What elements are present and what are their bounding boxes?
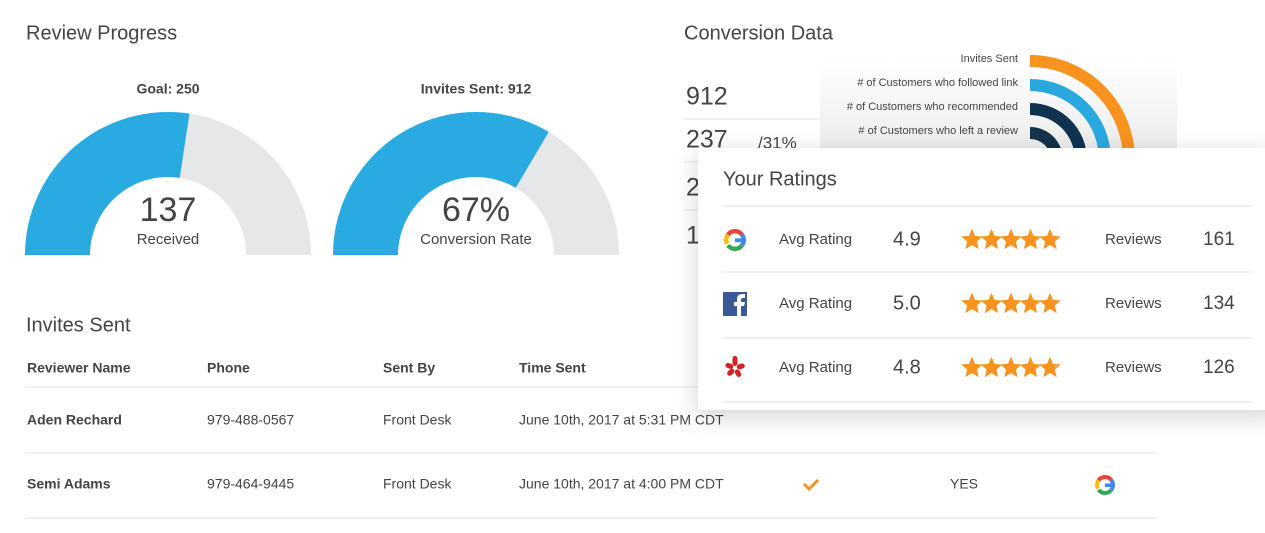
section-title: Your Ratings <box>723 168 837 190</box>
main-layer: Review Progress Goal: 250 137 Received Invit… <box>25 22 1157 519</box>
section-title: Review Progress <box>26 22 177 44</box>
ratings-card: Your Ratings Avg Rating 4.9 Reviews 161 Avg R… <box>698 148 1265 410</box>
rating-value: 4.8 <box>893 356 921 378</box>
star <box>1039 356 1061 378</box>
cell: Front Desk <box>383 476 452 492</box>
cell: June 10th, 2017 at 4:00 PM CDT <box>519 476 724 492</box>
icon-part <box>727 368 735 376</box>
conversion-value: 2 <box>686 174 700 202</box>
icon-part <box>732 356 738 366</box>
column-header: Sent By <box>383 360 435 376</box>
card-bg <box>698 148 1265 410</box>
cell: June 10th, 2017 at 5:31 PM CDT <box>519 412 724 428</box>
review-count: 161 <box>1203 229 1235 250</box>
gauge-value: 67% <box>442 191 510 229</box>
facebook-f <box>734 294 745 316</box>
icon-part <box>735 238 745 243</box>
google-icon <box>1095 475 1115 495</box>
gauge-fill <box>333 111 549 256</box>
legend-label: Invites Sent <box>961 53 1018 65</box>
icon-part <box>725 362 734 369</box>
star <box>1039 228 1061 250</box>
column-header: Reviewer Name <box>27 360 131 376</box>
stars <box>961 228 1061 250</box>
rating-value: 5.0 <box>893 292 921 314</box>
icon-part <box>1096 475 1113 483</box>
star <box>980 228 1003 250</box>
icon-part <box>1096 488 1113 495</box>
star <box>1019 356 1042 378</box>
cell: Semi Adams <box>27 476 111 492</box>
star <box>1000 292 1022 314</box>
gauge-label: Received <box>137 231 200 248</box>
section-title: Invites Sent <box>26 314 131 336</box>
conversion-value: 1 <box>686 222 700 250</box>
column-header: Time Sent <box>519 360 586 376</box>
yelp-icon <box>725 356 745 377</box>
star <box>1019 292 1042 314</box>
stars <box>961 292 1061 314</box>
icon-part <box>726 243 744 251</box>
cell: 979-464-9445 <box>207 476 294 492</box>
conversion-value: 912 <box>686 83 728 111</box>
cell: YES <box>950 476 978 492</box>
review-count: 126 <box>1203 357 1235 378</box>
label: Avg Rating <box>779 295 852 312</box>
check-icon <box>802 478 820 492</box>
star <box>1000 228 1022 250</box>
star <box>1000 356 1022 378</box>
gauge-caption: Goal: 250 <box>136 81 199 97</box>
cell: Front Desk <box>383 412 452 428</box>
icon-part <box>1095 479 1101 490</box>
star <box>1019 228 1042 250</box>
label: Reviews <box>1105 359 1162 376</box>
gauge-value: 137 <box>140 191 197 229</box>
column-header: Phone <box>207 360 250 376</box>
label: Reviews <box>1105 231 1162 248</box>
rating-value: 4.9 <box>893 228 921 250</box>
legend-label: # of Customers who recommended <box>847 101 1018 113</box>
icon-part <box>736 363 745 370</box>
conversion-rate: /31% <box>758 133 797 152</box>
label: Avg Rating <box>779 231 852 248</box>
star <box>980 292 1003 314</box>
gauge-fill <box>25 111 190 256</box>
label: Reviews <box>1105 295 1162 312</box>
google-icon <box>724 229 746 251</box>
stars <box>961 356 1061 378</box>
star <box>980 356 1003 378</box>
review-count: 134 <box>1203 293 1235 314</box>
star <box>961 292 983 314</box>
icon-part <box>724 233 730 245</box>
legend-label: # of Customers who left a review <box>858 125 1018 137</box>
icon-part <box>725 229 744 237</box>
section-title: Conversion Data <box>684 22 834 44</box>
star <box>961 228 983 250</box>
legend-label: # of Customers who followed link <box>857 77 1018 89</box>
cell: Aden Rechard <box>27 412 122 428</box>
gauge-caption: Invites Sent: 912 <box>421 81 532 97</box>
icon-part <box>1105 483 1114 487</box>
star <box>1039 292 1061 314</box>
gauge-label: Conversion Rate <box>420 231 532 248</box>
star <box>961 356 983 378</box>
cell: 979-488-0567 <box>207 412 294 428</box>
icon-part <box>734 369 742 377</box>
ring <box>1030 103 1087 160</box>
label: Avg Rating <box>779 359 852 376</box>
